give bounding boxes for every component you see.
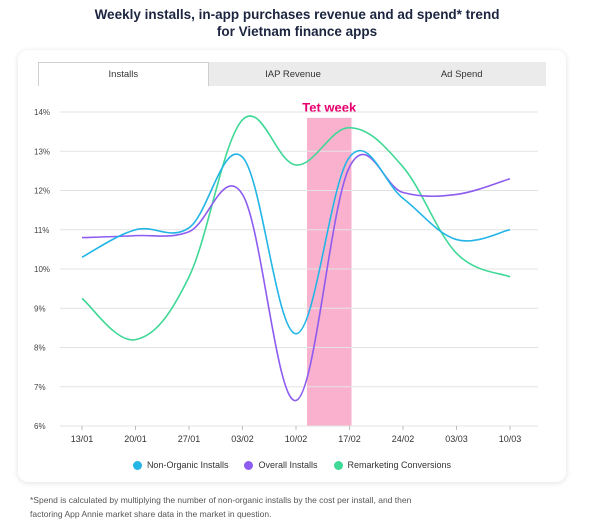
x-tick-label: 10/03 [499, 434, 522, 444]
footnote: *Spend is calculated by multiplying the … [30, 493, 570, 521]
y-tick-label: 12% [34, 187, 50, 196]
highlight-label: Tet week [302, 100, 357, 115]
y-tick-label: 8% [34, 344, 46, 353]
legend-item-remarketing[interactable]: Remarketing Conversions [333, 460, 452, 470]
tab-bar: Installs IAP Revenue Ad Spend [38, 62, 546, 86]
x-tick-label: 17/02 [338, 434, 361, 444]
y-tick-label: 6% [34, 422, 46, 431]
line-chart: Tet week 6% 7% 8% 9% 10% 11% 12% 13% 14% 13/01 20/0… [34, 100, 538, 444]
x-tick-label: 10/02 [285, 434, 308, 444]
x-tick-label: 13/01 [71, 434, 94, 444]
x-tick-label: 24/02 [392, 434, 415, 444]
chart-title-line-1: Weekly installs, in-app purchases revenu… [94, 7, 500, 22]
y-tick-label: 7% [34, 383, 46, 392]
y-tick-label: 11% [34, 226, 49, 235]
legend-label: Overall Installs [258, 460, 318, 470]
y-tick-label: 14% [34, 108, 50, 117]
y-tick-label: 9% [34, 304, 46, 313]
x-tick-label: 03/02 [231, 434, 254, 444]
footnote-line-1: *Spend is calculated by multiplying the … [30, 495, 412, 505]
legend: Non-Organic Installs Overall Installs Re… [18, 460, 566, 470]
x-tick-label: 27/01 [178, 434, 201, 444]
chart-title: Weekly installs, in-app purchases revenu… [0, 6, 594, 40]
series-line-overall-installs [81, 153, 511, 402]
y-tick-label: 13% [34, 147, 50, 156]
x-tick-label: 03/03 [445, 434, 468, 444]
tab-ad-spend[interactable]: Ad Spend [440, 68, 483, 80]
tab-iap-revenue[interactable]: IAP Revenue [265, 68, 321, 80]
legend-swatch [132, 460, 142, 470]
chart-card: Installs IAP Revenue Ad Spend Tet week 6%… [18, 50, 566, 482]
legend-label: Remarketing Conversions [347, 460, 452, 470]
legend-swatch [333, 460, 343, 470]
series-line-non-organic-installs [81, 149, 511, 335]
x-tick-label: 20/01 [124, 434, 147, 444]
y-tick-label: 10% [34, 265, 50, 274]
tab-installs[interactable]: Installs [38, 62, 209, 86]
legend-item-overall[interactable]: Overall Installs [244, 460, 318, 470]
legend-label: Non-Organic Installs [146, 460, 229, 470]
chart-title-line-2: for Vietnam finance apps [216, 24, 378, 39]
footnote-line-2: factoring App Annie market share data in… [30, 509, 272, 519]
legend-item-non-organic[interactable]: Non-Organic Installs [132, 460, 229, 470]
legend-swatch [244, 460, 254, 470]
series-line-remarketing-conversions [81, 115, 511, 341]
